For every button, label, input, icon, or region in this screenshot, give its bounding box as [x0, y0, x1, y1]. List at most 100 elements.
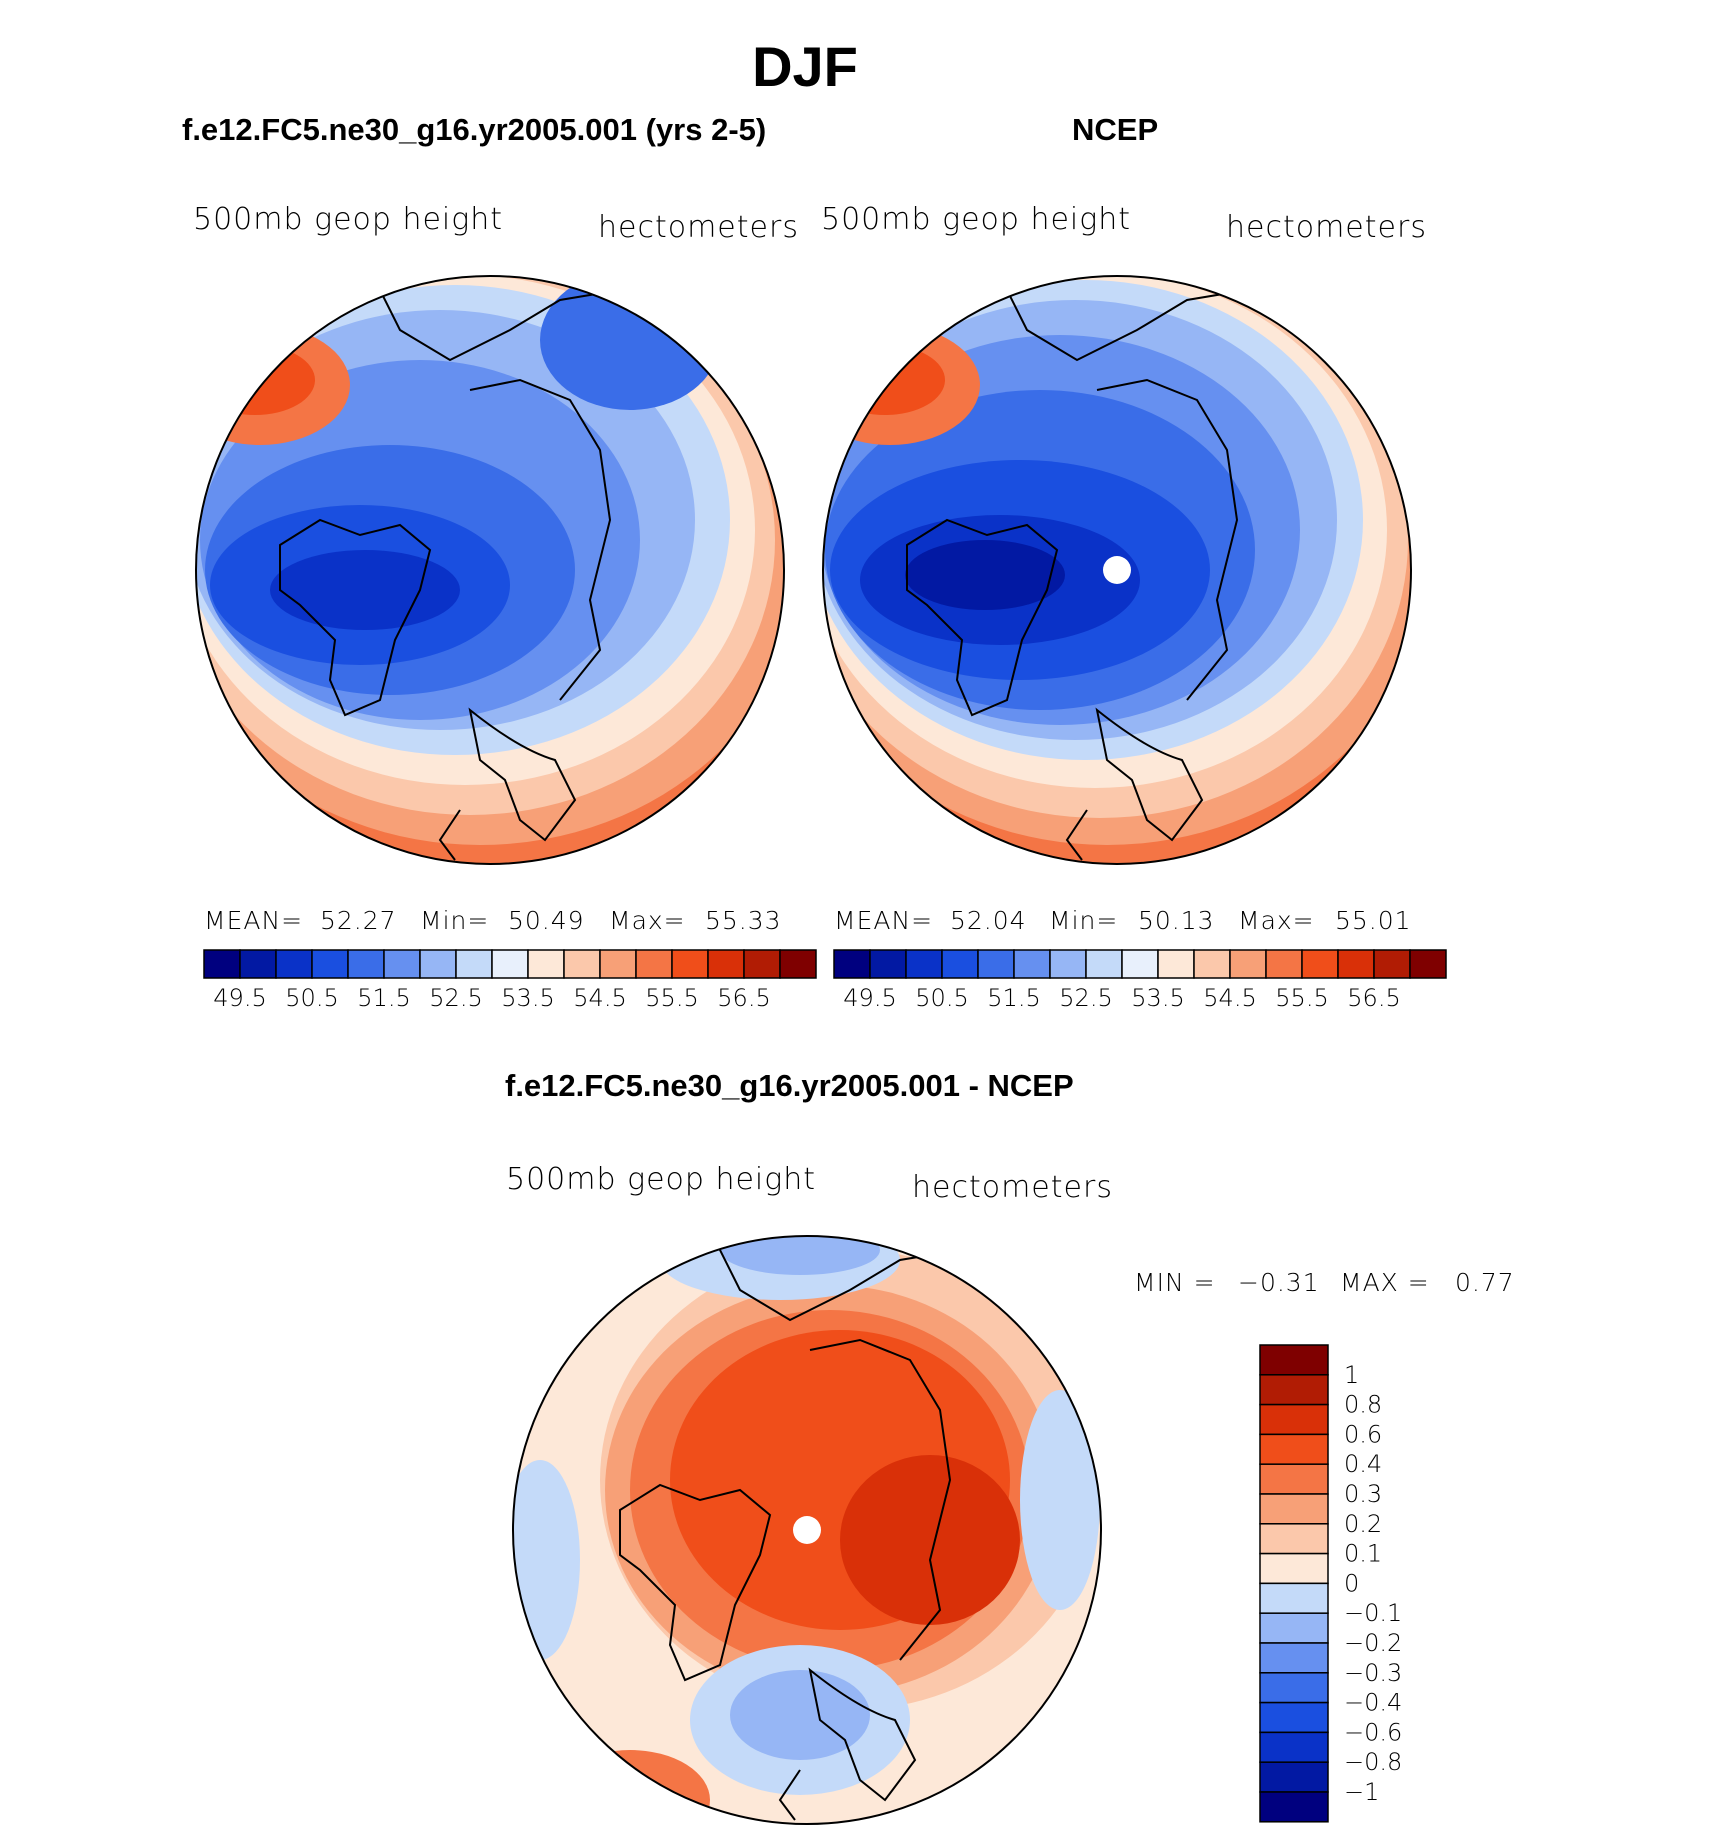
colorbar-box: [1229, 949, 1267, 979]
colorbar-box: [491, 949, 529, 979]
colorbar-box: [1259, 1642, 1329, 1674]
colorbar-tick-label: 0: [1344, 1569, 1359, 1597]
colorbar-tick-label: 54.5: [573, 984, 626, 1012]
colorbar-tick-label: 49.5: [843, 984, 896, 1012]
colorbar-box: [1259, 1761, 1329, 1793]
colorbar-tick-label: 50.5: [285, 984, 338, 1012]
colorbar-tick-label: 53.5: [1131, 984, 1184, 1012]
field-band-42: [825, 345, 945, 415]
colorbar-box: [1301, 949, 1339, 979]
colorbar-box: [1013, 949, 1051, 979]
colorbar-box: [833, 949, 871, 979]
colorbar-tick-label: 56.5: [717, 984, 770, 1012]
field-band-12: [1020, 1390, 1100, 1610]
panel2-max-label: Max=: [1238, 906, 1315, 935]
diff-max-value: 0.77: [1455, 1268, 1515, 1297]
field-band-11: [513, 1460, 580, 1660]
panel1-max-label: Max=: [609, 906, 686, 935]
diff-min-value: −0.31: [1238, 1268, 1320, 1297]
colorbar-tick-label: 56.5: [1347, 984, 1400, 1012]
panel2-map: [823, 276, 1411, 864]
coastlines: [279, 276, 621, 861]
field-band-44: [905, 540, 1065, 610]
diff-units-label: hectometers: [912, 1170, 1113, 1205]
panel1-map-border: [195, 275, 785, 865]
panel2-max-value: 55.01: [1335, 906, 1412, 935]
panel2-mean-value: 52.04: [950, 906, 1027, 935]
colorbar-tick-label: −0.6: [1344, 1718, 1402, 1746]
colorbar-box: [1259, 1582, 1329, 1614]
colorbar-tick-label: −0.8: [1344, 1748, 1402, 1776]
panel2-colorbar: 49.5 50.5 51.5 52.5 53.5 54.5 55.5 56.5: [833, 949, 1447, 1012]
colorbar-tick-label: 55.5: [645, 984, 698, 1012]
diff-map: [513, 1236, 1101, 1824]
colorbar-tick-label: 52.5: [1059, 984, 1112, 1012]
colorbar-box: [347, 949, 385, 979]
colorbar-box: [779, 949, 817, 979]
panel1-mean-value: 52.27: [320, 906, 397, 935]
panel2-min-label: Min=: [1049, 906, 1119, 935]
colorbar-box: [563, 949, 601, 979]
colorbar-box: [869, 949, 907, 979]
panel1-colorbar: 49.5 50.5 51.5 52.5 53.5 54.5 55.5 56.5: [203, 949, 817, 1012]
colorbar-box: [1259, 1403, 1329, 1436]
colorbar-box: [1259, 1612, 1329, 1644]
field-band-45: [270, 550, 460, 630]
panel2-units-label: hectometers: [1226, 210, 1427, 245]
panel1-title: f.e12.FC5.ne30_g16.yr2005.001 (yrs 2-5): [182, 112, 767, 147]
pole-marker: [793, 1516, 821, 1544]
panel2-min-value: 50.13: [1138, 906, 1215, 935]
diff-colorbar: 10.80.60.40.30.20.10−0.1−0.2−0.3−0.4−0.6…: [1259, 1344, 1402, 1823]
colorbar-box: [239, 949, 277, 979]
colorbar-tick-label: 0.6: [1344, 1420, 1382, 1448]
panel1-max-value: 55.33: [705, 906, 782, 935]
colorbar-box: [1193, 949, 1231, 979]
panel1-min-value: 50.49: [508, 906, 585, 935]
colorbar-box: [1049, 949, 1087, 979]
colorbar-box: [743, 949, 781, 979]
colorbar-box: [527, 949, 565, 979]
colorbar-tick-label: −0.1: [1344, 1599, 1402, 1627]
colorbar-tick-label: 0.1: [1344, 1540, 1382, 1568]
coastlines: [906, 276, 1248, 861]
pole-marker: [1103, 556, 1131, 584]
panel1-mean-label: MEAN=: [204, 906, 304, 935]
colorbar-box: [1409, 949, 1447, 979]
colorbar-box: [1337, 949, 1375, 979]
diff-map-border: [512, 1235, 1102, 1825]
colorbar-tick-label: −0.4: [1344, 1689, 1402, 1717]
colorbar-tick-label: 0.8: [1344, 1391, 1382, 1419]
colorbar-tick-label: 53.5: [501, 984, 554, 1012]
colorbar-box: [1373, 949, 1411, 979]
colorbar-box: [1157, 949, 1195, 979]
colorbar-tick-label: 1: [1344, 1361, 1359, 1389]
colorbar-box: [311, 949, 349, 979]
field-band-10: [730, 1670, 870, 1760]
field-band-42: [196, 345, 315, 415]
colorbar-tick-label: 55.5: [1275, 984, 1328, 1012]
colorbar-box: [1259, 1344, 1329, 1376]
colorbar-box: [1259, 1672, 1329, 1704]
colorbar-box: [1259, 1791, 1329, 1823]
colorbar-tick-label: 0.4: [1344, 1450, 1382, 1478]
figure-title: DJF: [752, 35, 858, 98]
colorbar-box: [1121, 949, 1159, 979]
diff-min-label: MIN =: [1134, 1268, 1216, 1297]
colorbar-box: [1259, 1433, 1329, 1465]
colorbar-box: [1259, 1493, 1329, 1525]
diff-title: f.e12.FC5.ne30_g16.yr2005.001 - NCEP: [505, 1068, 1074, 1103]
colorbar-tick-label: 50.5: [915, 984, 968, 1012]
panel1-units-label: hectometers: [598, 210, 799, 245]
panel1-variable-label: 500mb geop height: [193, 202, 504, 237]
field-band-43: [196, 325, 350, 445]
panel1-map: [196, 276, 784, 864]
colorbar-tick-label: −0.3: [1344, 1659, 1402, 1687]
colorbar-box: [1259, 1523, 1329, 1555]
diff-max-label: MAX =: [1340, 1268, 1430, 1297]
field-band-06: [840, 1455, 1020, 1625]
colorbar-tick-label: −1: [1344, 1778, 1379, 1806]
colorbar-tick-label: 54.5: [1203, 984, 1256, 1012]
colorbar-box: [455, 949, 493, 979]
panel2-mean-label: MEAN=: [834, 906, 934, 935]
